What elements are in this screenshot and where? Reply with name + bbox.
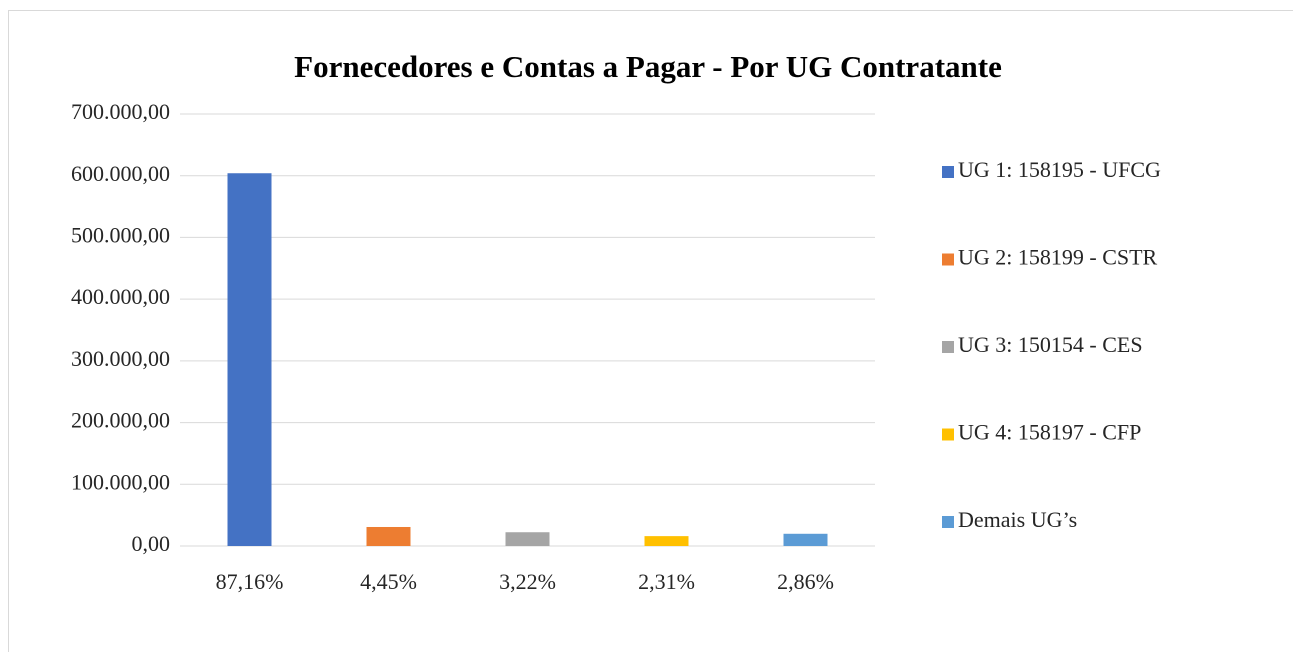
legend-label: UG 1: 158195 - UFCG bbox=[958, 157, 1161, 182]
legend-swatch bbox=[942, 516, 954, 528]
legend-label: Demais UG’s bbox=[958, 507, 1077, 532]
y-tick-label: 700.000,00 bbox=[71, 99, 170, 124]
legend-swatch bbox=[942, 428, 954, 441]
bar bbox=[227, 173, 272, 546]
x-tick-label: 87,16% bbox=[216, 569, 284, 594]
chart-title: Fornecedores e Contas a Pagar - Por UG C… bbox=[294, 49, 1002, 84]
y-tick-label: 400.000,00 bbox=[71, 284, 170, 309]
y-tick-label: 300.000,00 bbox=[71, 346, 170, 371]
bar bbox=[366, 526, 411, 546]
legend-swatch bbox=[942, 341, 954, 353]
legend-swatch bbox=[942, 166, 954, 178]
chart-frame bbox=[8, 10, 1293, 652]
y-tick-label: 100.000,00 bbox=[71, 469, 170, 494]
legend-label: UG 2: 158199 - CSTR bbox=[958, 245, 1158, 270]
y-tick-label: 0,00 bbox=[132, 531, 171, 556]
bar bbox=[505, 532, 550, 546]
x-tick-label: 3,22% bbox=[499, 569, 556, 594]
bar bbox=[644, 536, 689, 546]
bar bbox=[783, 533, 828, 546]
y-tick-label: 200.000,00 bbox=[71, 408, 170, 433]
y-tick-label: 600.000,00 bbox=[71, 161, 170, 186]
x-tick-label: 4,45% bbox=[360, 569, 417, 594]
legend-label: UG 3: 150154 - CES bbox=[958, 332, 1143, 357]
y-tick-label: 500.000,00 bbox=[71, 222, 170, 247]
x-tick-label: 2,86% bbox=[777, 569, 834, 594]
legend-swatch bbox=[942, 253, 954, 266]
x-tick-label: 2,31% bbox=[638, 569, 695, 594]
legend-label: UG 4: 158197 - CFP bbox=[958, 420, 1141, 445]
